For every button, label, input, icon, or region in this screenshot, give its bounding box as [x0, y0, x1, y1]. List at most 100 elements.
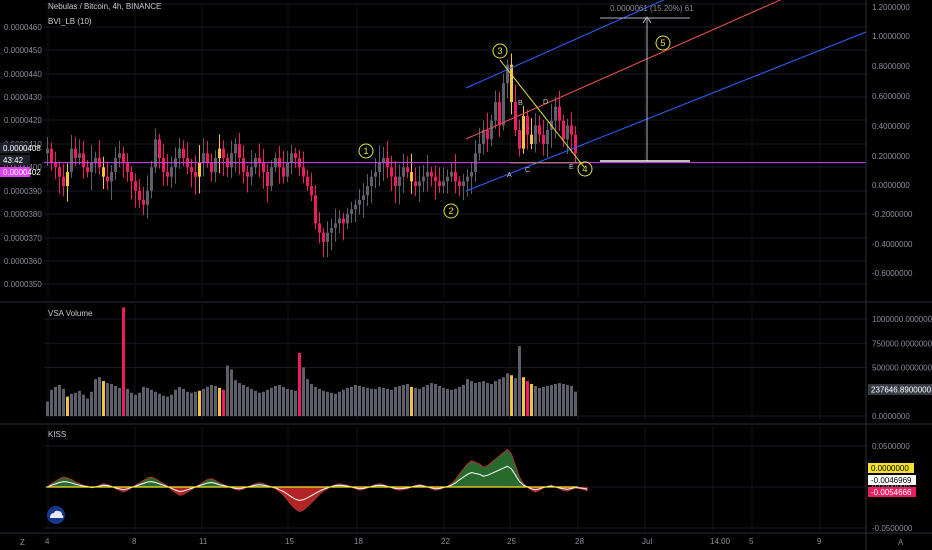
volume-bar: [466, 379, 469, 416]
candle-body: [422, 176, 425, 182]
volume-bar: [266, 389, 269, 416]
candle-body: [562, 120, 565, 140]
channel-lower-line[interactable]: [465, 31, 867, 192]
triangle-label: E: [569, 164, 574, 171]
volume-bar: [342, 389, 345, 416]
volume-bar: [322, 390, 325, 416]
candle-body: [102, 167, 105, 177]
volume-bar: [290, 389, 293, 416]
volume-bar: [426, 384, 429, 416]
volume-bar: [94, 379, 97, 416]
main-y-tick: 0.0000440: [4, 70, 42, 79]
bottom-left-icon[interactable]: Z: [20, 538, 25, 547]
wave-label-circle[interactable]: [577, 161, 593, 177]
indicator-y-tick: 0.0000000: [872, 181, 910, 190]
candle-body: [194, 172, 197, 177]
volume-bar: [238, 383, 241, 416]
time-tick: 18: [354, 537, 363, 546]
candle-body: [126, 162, 129, 172]
volume-bar: [430, 383, 433, 416]
wave-label: 1: [364, 146, 369, 156]
drawing-tools[interactable]: 0.0000061 (15.20%) 61 1 2 3 4 5 A B C D E: [44, 0, 867, 219]
candle-body: [346, 214, 349, 224]
volume-bar: [526, 381, 529, 416]
volume-bar: [82, 394, 85, 416]
candle-body: [178, 148, 181, 158]
wave-label-circle[interactable]: [655, 35, 671, 51]
candle-body: [382, 158, 385, 163]
wave-label-circle[interactable]: [358, 143, 374, 159]
time-tick: 22: [441, 537, 450, 546]
candle-body: [238, 144, 241, 158]
candle-body: [314, 195, 317, 224]
volume-bar: [318, 388, 321, 416]
candle-body: [114, 158, 117, 172]
volume-bar: [438, 385, 441, 416]
candle-body: [110, 172, 113, 182]
triangle-upper-line[interactable]: [499, 59, 585, 168]
candle-body: [494, 102, 497, 121]
candle-body: [398, 176, 401, 186]
candle-body: [182, 148, 185, 158]
candle-body: [270, 167, 273, 186]
volume-bar: [102, 381, 105, 416]
candle-body: [318, 223, 321, 233]
candle-body: [294, 153, 297, 158]
indicator-title: BVI_LB (10): [48, 17, 92, 26]
volume-bar: [490, 383, 493, 416]
volume-bar: [110, 383, 113, 416]
volume-bar: [378, 386, 381, 416]
volume-bar: [146, 387, 149, 416]
wave-label-circle[interactable]: [443, 203, 459, 219]
candle-body: [378, 162, 381, 172]
cloud-logo-icon[interactable]: [47, 506, 65, 524]
last-price-tag: [0, 143, 30, 153]
main-y-tick: 0.0000460: [4, 23, 42, 32]
main-y-tick: 0.0000380: [4, 210, 42, 219]
kiss-value-tag-3: [868, 487, 916, 497]
candle-body: [570, 125, 573, 135]
countdown-label: 43:42: [3, 156, 24, 165]
volume-y-tick: 1000000.0000000: [872, 315, 932, 324]
main-y-tick: 0.0000430: [4, 93, 42, 102]
candle-body: [334, 223, 337, 228]
time-axis[interactable]: 4 8 11 15 18 22 25 28 Jul 14:00 5 9: [45, 537, 822, 546]
channel-upper-line[interactable]: [465, 0, 866, 89]
volume-bar: [502, 377, 505, 416]
volume-bar: [562, 383, 565, 416]
volume-bar: [538, 387, 541, 416]
candle-body: [150, 167, 153, 191]
bottom-right-icon[interactable]: A: [898, 538, 904, 547]
candle-body: [462, 181, 465, 186]
candle-body: [402, 167, 405, 177]
volume-bar: [162, 395, 165, 416]
wave-label-circle[interactable]: [492, 43, 508, 59]
candle-body: [478, 144, 481, 154]
wave-label: 3: [498, 46, 503, 56]
volume-bar: [470, 381, 473, 416]
volume-bar: [166, 396, 169, 416]
volume-bar: [186, 391, 189, 416]
volume-bar: [230, 369, 233, 416]
candle-body: [206, 153, 209, 163]
wave-label: 5: [661, 38, 666, 48]
volume-bar: [406, 383, 409, 416]
volume-bar: [138, 392, 141, 416]
volume-bar: [194, 391, 197, 416]
kiss-outline: [47, 448, 588, 513]
candle-body: [482, 130, 485, 144]
candle-body: [82, 153, 85, 168]
volume-bar: [174, 389, 177, 416]
time-tick: 4: [45, 537, 50, 546]
volume-bar: [418, 388, 421, 416]
channel-median-line[interactable]: [465, 0, 866, 140]
candle-body: [370, 176, 373, 186]
volume-bar: [262, 391, 265, 416]
candle-body: [394, 176, 397, 186]
volume-pane-title: VSA Volume: [48, 309, 93, 318]
indicator-price-axis: 1.2000000 1.0000000 0.8000000 0.6000000 0.40…: [872, 3, 913, 278]
main-y-tick: 0.0000420: [4, 116, 42, 125]
volume-bar: [422, 386, 425, 416]
